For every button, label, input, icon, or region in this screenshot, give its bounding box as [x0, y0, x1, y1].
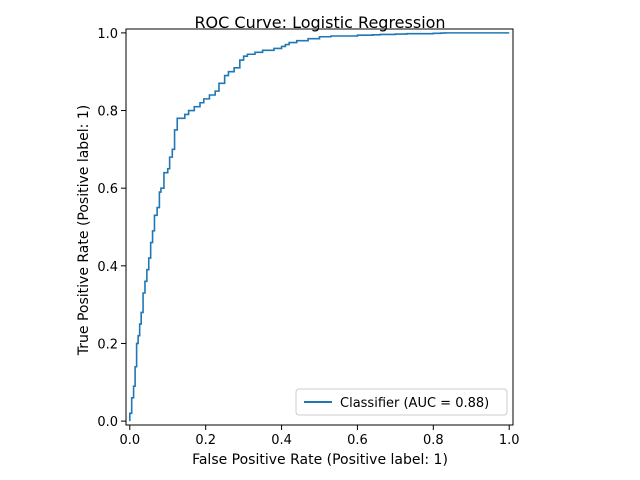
y-tick-label: 0.6: [97, 182, 118, 197]
x-tick-label: 0.6: [347, 433, 368, 448]
x-tick-label: 0.4: [271, 433, 292, 448]
legend-box: [295, 388, 508, 416]
plot-frame: [125, 28, 514, 426]
y-tick-label: 0.0: [97, 415, 118, 430]
roc-curve-line: [128, 32, 510, 422]
legend: Classifier (AUC = 0.88): [295, 388, 508, 416]
legend-label: Classifier (AUC = 0.88): [340, 396, 489, 411]
x-axis: 0.0 0.2 0.4 0.6 0.8 1.0: [119, 425, 520, 448]
y-axis: 0.0 0.2 0.4 0.6 0.8 1.0: [97, 27, 126, 430]
plot-area: [128, 32, 510, 422]
y-axis-label: True Positive Rate (Positive label: 1): [76, 105, 92, 356]
x-tick-label: 1.0: [499, 433, 520, 448]
x-tick-label: 0.2: [195, 433, 216, 448]
y-tick-label: 0.4: [97, 260, 118, 275]
y-tick-label: 0.2: [97, 337, 118, 352]
x-tick-label: 0.0: [119, 433, 140, 448]
chart-title: ROC Curve: Logistic Regression: [194, 13, 445, 32]
y-tick-label: 0.8: [97, 105, 118, 120]
x-tick-label: 0.8: [423, 433, 444, 448]
x-axis-label: False Positive Rate (Positive label: 1): [192, 452, 448, 468]
y-tick-label: 1.0: [97, 27, 118, 42]
